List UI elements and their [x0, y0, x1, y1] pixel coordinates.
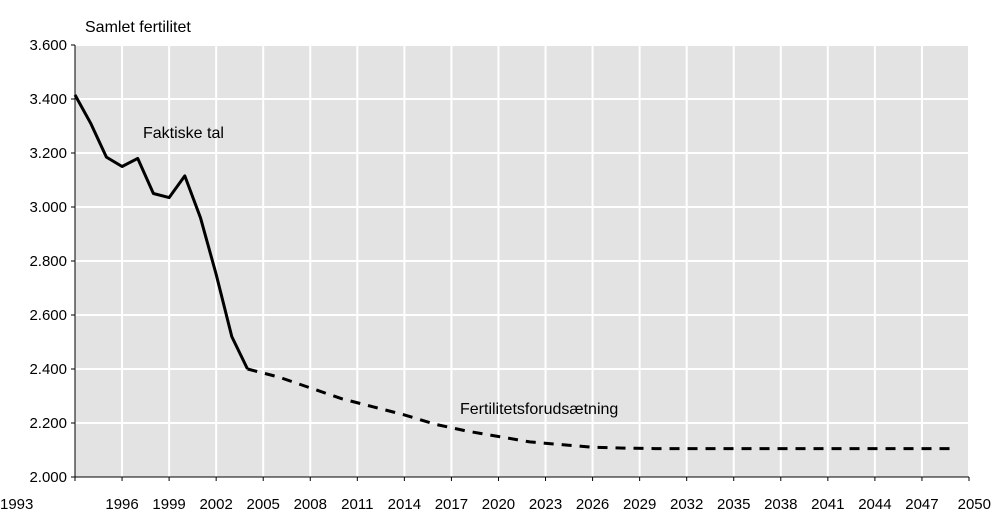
x-tick-label: 2005 [247, 496, 280, 513]
x-tick-label: 2035 [717, 496, 750, 513]
x-tick-label: 2023 [529, 496, 562, 513]
x-tick-label: 2029 [623, 496, 656, 513]
y-tick-labels: 2.000 2.200 2.400 2.600 2.800 3.000 3.200 3.400… [29, 37, 75, 486]
x-tick-label: 1996 [105, 496, 138, 513]
y-tick-label: 3.600 [29, 37, 67, 54]
x-tick-label: 2044 [858, 496, 891, 513]
x-tick-label: 2050 [958, 496, 991, 513]
series-annotation-forudsaetning: Fertilitetsforudsætning [460, 401, 618, 418]
x-tick-label: 2032 [670, 496, 703, 513]
x-tick-label: 2026 [576, 496, 609, 513]
y-tick-label: 2.200 [29, 415, 67, 432]
x-tick-labels: 1993 1996 1999 2002 2005 2008 2011 2014 2017 2020… [0, 477, 991, 513]
y-tick-label: 2.000 [29, 469, 67, 486]
grid-lines [75, 44, 970, 477]
y-tick-label: 3.400 [29, 91, 67, 108]
x-tick-label: 2014 [388, 496, 421, 513]
x-tick-label: 2020 [482, 496, 515, 513]
series-annotation-faktiske: Faktiske tal [143, 125, 224, 142]
y-tick-label: 2.600 [29, 307, 67, 324]
series-line-faktiske-tal [73, 94, 249, 370]
x-tick-label: 2047 [905, 496, 938, 513]
x-tick-label: 2017 [435, 496, 468, 513]
series-line-fertilitetsforudsaetning [247, 367, 954, 451]
x-tick-label: 1999 [152, 496, 185, 513]
y-tick-label: 3.000 [29, 199, 67, 216]
x-tick-label: 2002 [199, 496, 232, 513]
y-tick-label: 3.200 [29, 145, 67, 162]
y-axis-label: Samlet fertilitet [85, 19, 191, 36]
x-tick-label: 2011 [341, 496, 373, 513]
series-group [73, 94, 954, 451]
x-tick-label: 1993 [0, 496, 33, 513]
x-tick-label: 2038 [764, 496, 797, 513]
x-tick-label: 2041 [811, 496, 844, 513]
y-tick-label: 2.400 [29, 361, 67, 378]
x-tick-label: 2008 [294, 496, 327, 513]
y-tick-label: 2.800 [29, 253, 67, 270]
